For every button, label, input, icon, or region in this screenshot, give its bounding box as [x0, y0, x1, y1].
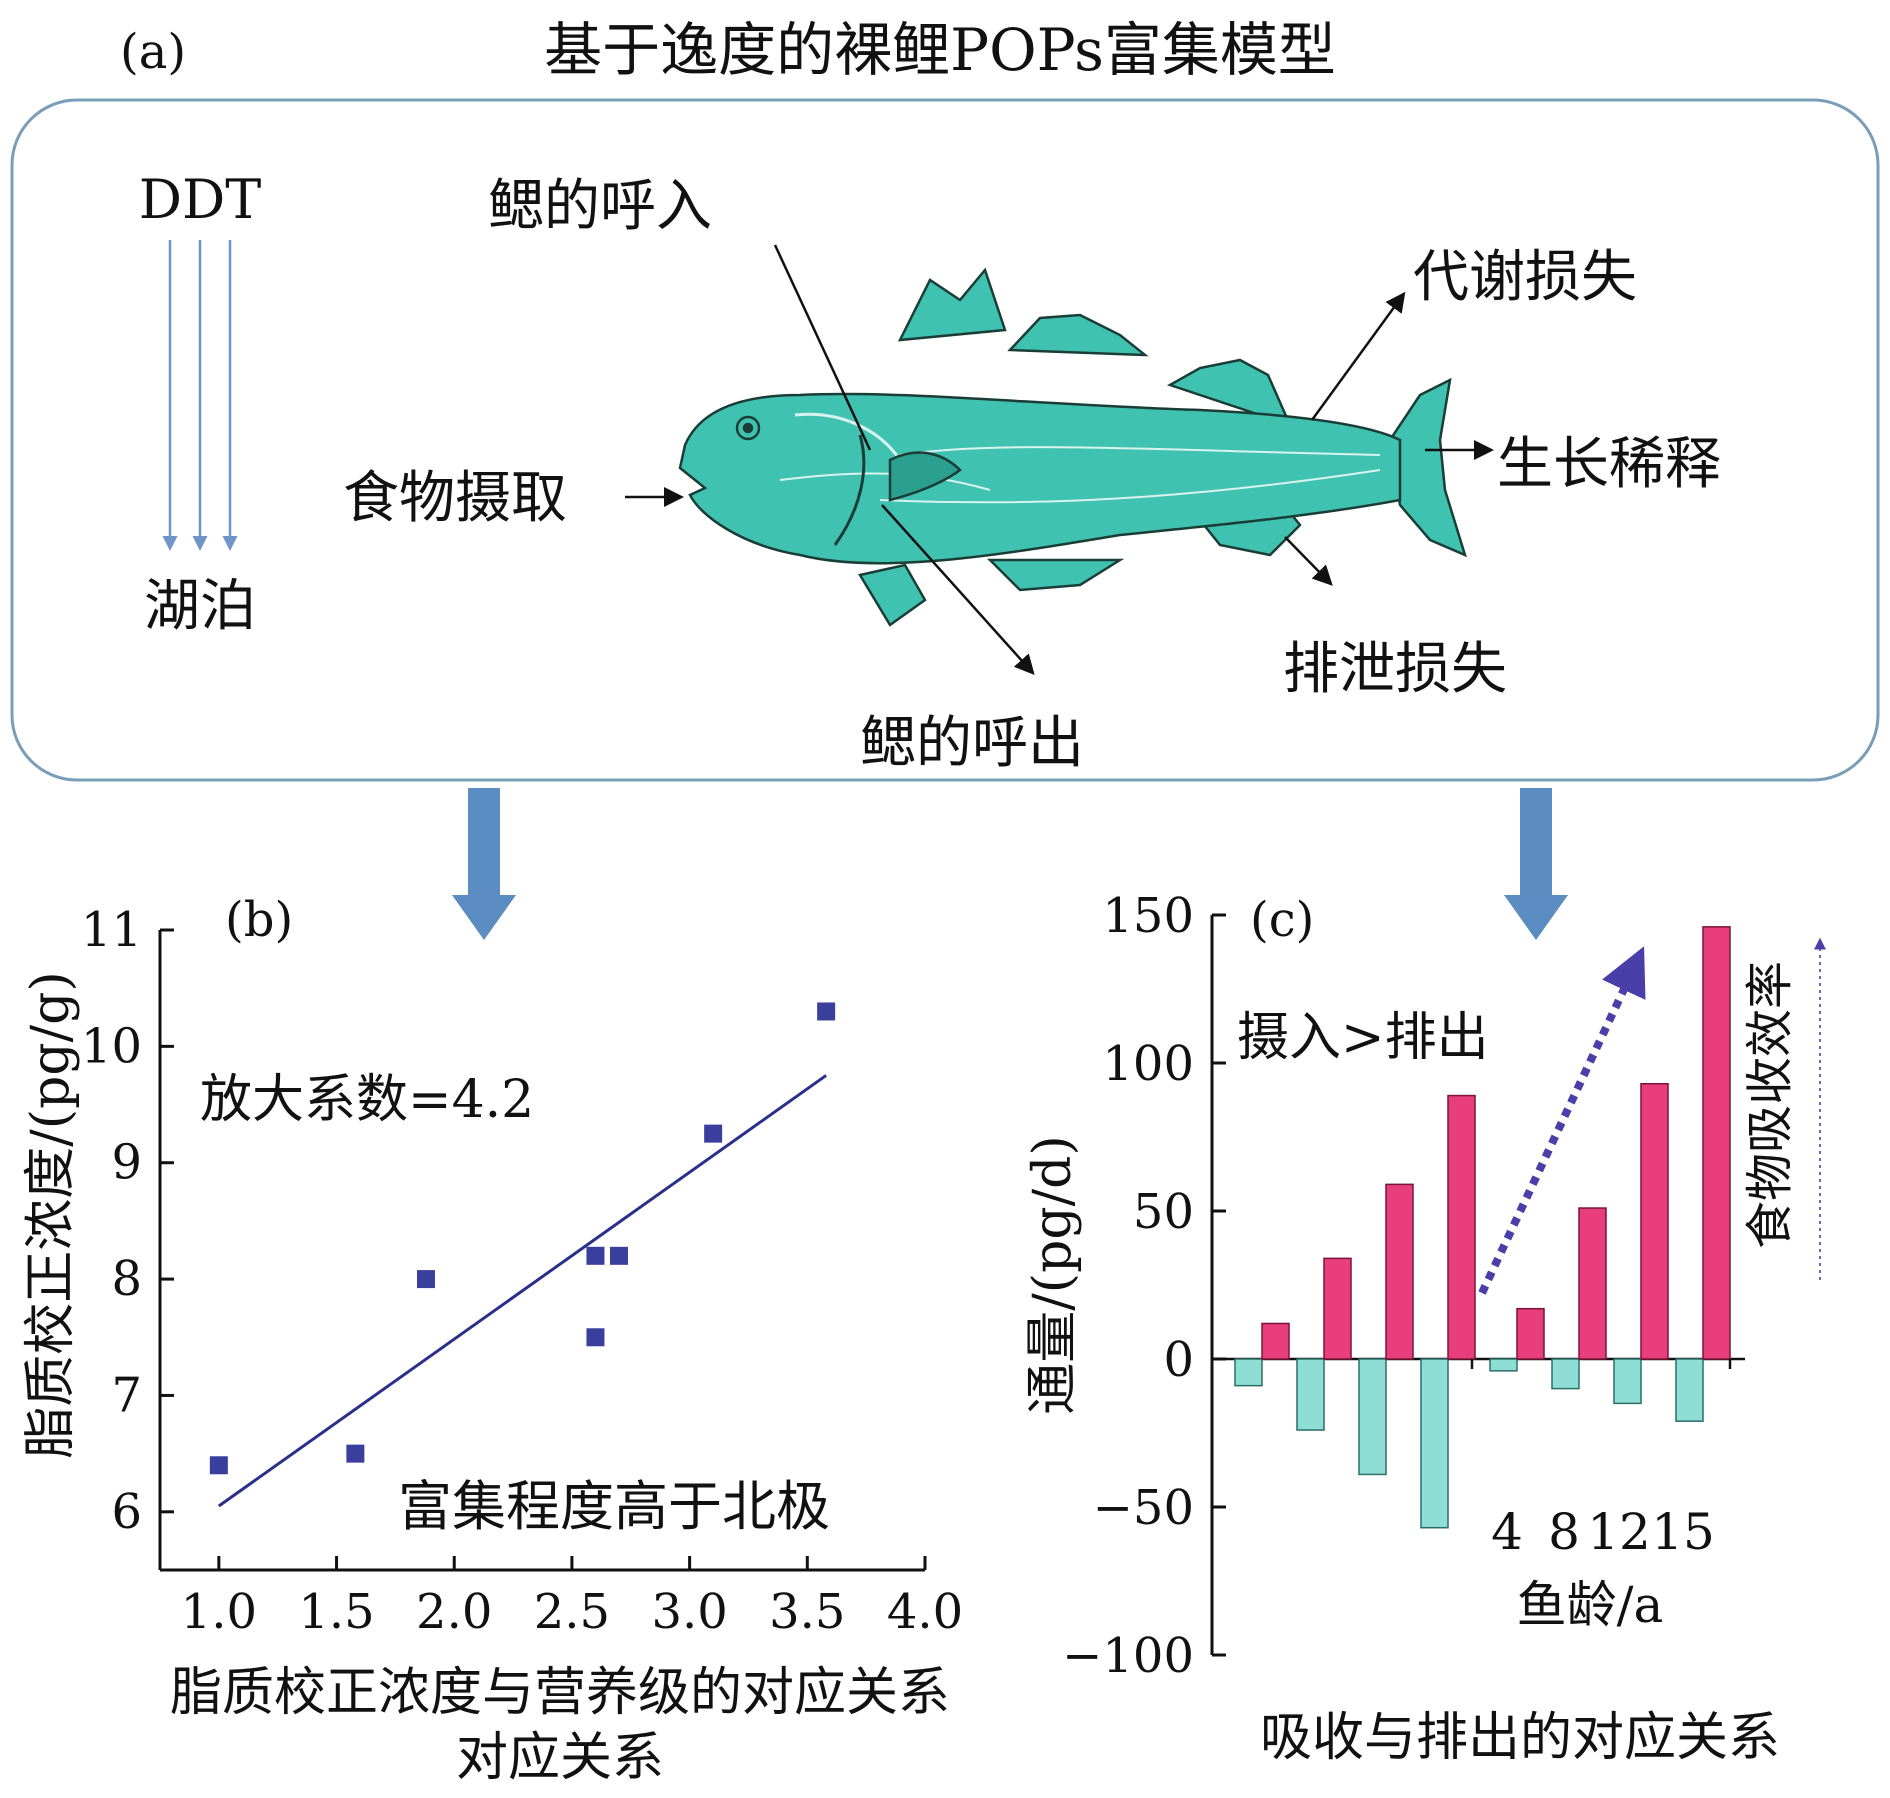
b-xtick-label: 2.5: [534, 1584, 610, 1640]
age-label: 8: [1548, 1503, 1580, 1561]
trend-arrow: [1478, 946, 1646, 1295]
age-label: 15: [1651, 1503, 1715, 1561]
b-ytick-label: 6: [111, 1484, 142, 1540]
uptake-bar: [1516, 1307, 1545, 1360]
metabolism-label: 代谢损失: [1413, 245, 1637, 310]
b-data-point: [346, 1444, 365, 1463]
c-title: 吸收与排出的对应关系: [1260, 1708, 1780, 1768]
c-ytick-label: 50: [1133, 1184, 1194, 1240]
b-ytick-label: 7: [111, 1367, 142, 1423]
c-ytick-label: 150: [1102, 888, 1194, 944]
ratio-annotation: 摄入>排出: [1237, 1008, 1489, 1068]
b-ylabel: 脂质校正浓度/(pg/g): [21, 971, 81, 1458]
loss-bar: [1613, 1358, 1642, 1405]
b-xlabel: 脂质校正浓度与营养级的对应关系: [170, 1663, 950, 1723]
growth-label: 生长稀释: [1497, 432, 1721, 497]
age-label: 12: [1587, 1503, 1651, 1561]
c-ytick-label: 0: [1163, 1332, 1194, 1388]
b-ytick-label: 9: [111, 1135, 142, 1191]
compare-annotation: 富集程度高于北极: [398, 1475, 830, 1538]
b-xtick-label: 2.0: [416, 1584, 492, 1640]
panel-a-title: 基于逸度的裸鲤POPs富集模型: [544, 16, 1336, 84]
deposition-arrows: [162, 240, 238, 551]
b-ytick-label: 8: [111, 1251, 142, 1307]
panel-c-label: (c): [1250, 892, 1314, 948]
factor-annotation: 放大系数=4.2: [200, 1070, 534, 1130]
b-data-point: [704, 1124, 723, 1143]
uptake-bar: [1702, 926, 1731, 1360]
b-xtick-label: 3.0: [651, 1584, 727, 1640]
b-xtick-label: 4.0: [887, 1584, 963, 1640]
uptake-bar: [1578, 1207, 1607, 1360]
c-ytick-label: −100: [1062, 1628, 1194, 1684]
gill-out-label: 鳃的呼出: [860, 711, 1084, 776]
b-data-point: [610, 1246, 628, 1265]
efficiency-label: 食物吸收效率: [1742, 961, 1798, 1249]
b-ytick-label: 11: [81, 902, 142, 958]
b-data-point: [586, 1246, 605, 1265]
process-arrows: [625, 244, 1494, 675]
b-data-point: [817, 1002, 836, 1021]
fish-illustration: [678, 267, 1467, 627]
c-ytick-label: −50: [1093, 1480, 1194, 1536]
food-intake-label: 食物摄取: [343, 466, 567, 531]
gill-in-arrow: [773, 244, 872, 451]
uptake-bar: [1640, 1082, 1669, 1360]
panel-b-label: (b): [225, 892, 293, 948]
loss-bar: [1489, 1358, 1518, 1372]
b-ytick-label: 10: [81, 1018, 142, 1074]
excretion-arrow: [1284, 536, 1333, 586]
flow-arrow-to-c: [1504, 788, 1568, 940]
gill-out-arrow: [881, 504, 1035, 675]
b-data-point: [209, 1456, 228, 1475]
c-ylabel: 通量/(pg/d): [1023, 1135, 1083, 1414]
loss-bar: [1551, 1358, 1580, 1390]
b-data-point: [416, 1270, 435, 1289]
uptake-bar: [1261, 1322, 1290, 1360]
gill-in-label: 鳃的呼入: [488, 174, 712, 239]
uptake-bar: [1385, 1183, 1414, 1360]
lake-label: 湖泊: [144, 574, 256, 639]
loss-bar: [1420, 1358, 1449, 1529]
c-ytick-label: 100: [1102, 1036, 1194, 1092]
metabolism-arrow: [1310, 291, 1406, 421]
c-xlabel: 鱼龄/a: [1517, 1576, 1664, 1634]
loss-bar: [1296, 1358, 1325, 1431]
b-fit-line: [217, 1074, 828, 1508]
panel-a-label: (a): [120, 24, 186, 80]
scatter-chart: 6 7 8 9 10 11 1.0 1.5 2.0 2.5 3.0 3.5 4.0: [81, 902, 963, 1640]
b-xlabel-line2: 对应关系: [456, 1728, 664, 1788]
flow-arrow-to-b: [452, 788, 516, 940]
loss-bar: [1675, 1358, 1704, 1422]
b-xtick-label: 3.5: [769, 1584, 845, 1640]
b-xtick-label: 1.0: [181, 1584, 257, 1640]
loss-bar: [1234, 1358, 1263, 1387]
age-label: 4: [1491, 1503, 1523, 1561]
uptake-bar: [1447, 1094, 1476, 1360]
uptake-bar: [1323, 1257, 1352, 1360]
b-xtick-label: 1.5: [298, 1584, 374, 1640]
b-data-point: [586, 1328, 605, 1347]
loss-bar: [1358, 1358, 1387, 1476]
bar-chart: 150 100 50 0 −50 −100 4 8 12 15: [1062, 888, 1745, 1684]
ddt-label: DDT: [139, 168, 262, 231]
excretion-label: 排泄损失: [1283, 637, 1507, 702]
